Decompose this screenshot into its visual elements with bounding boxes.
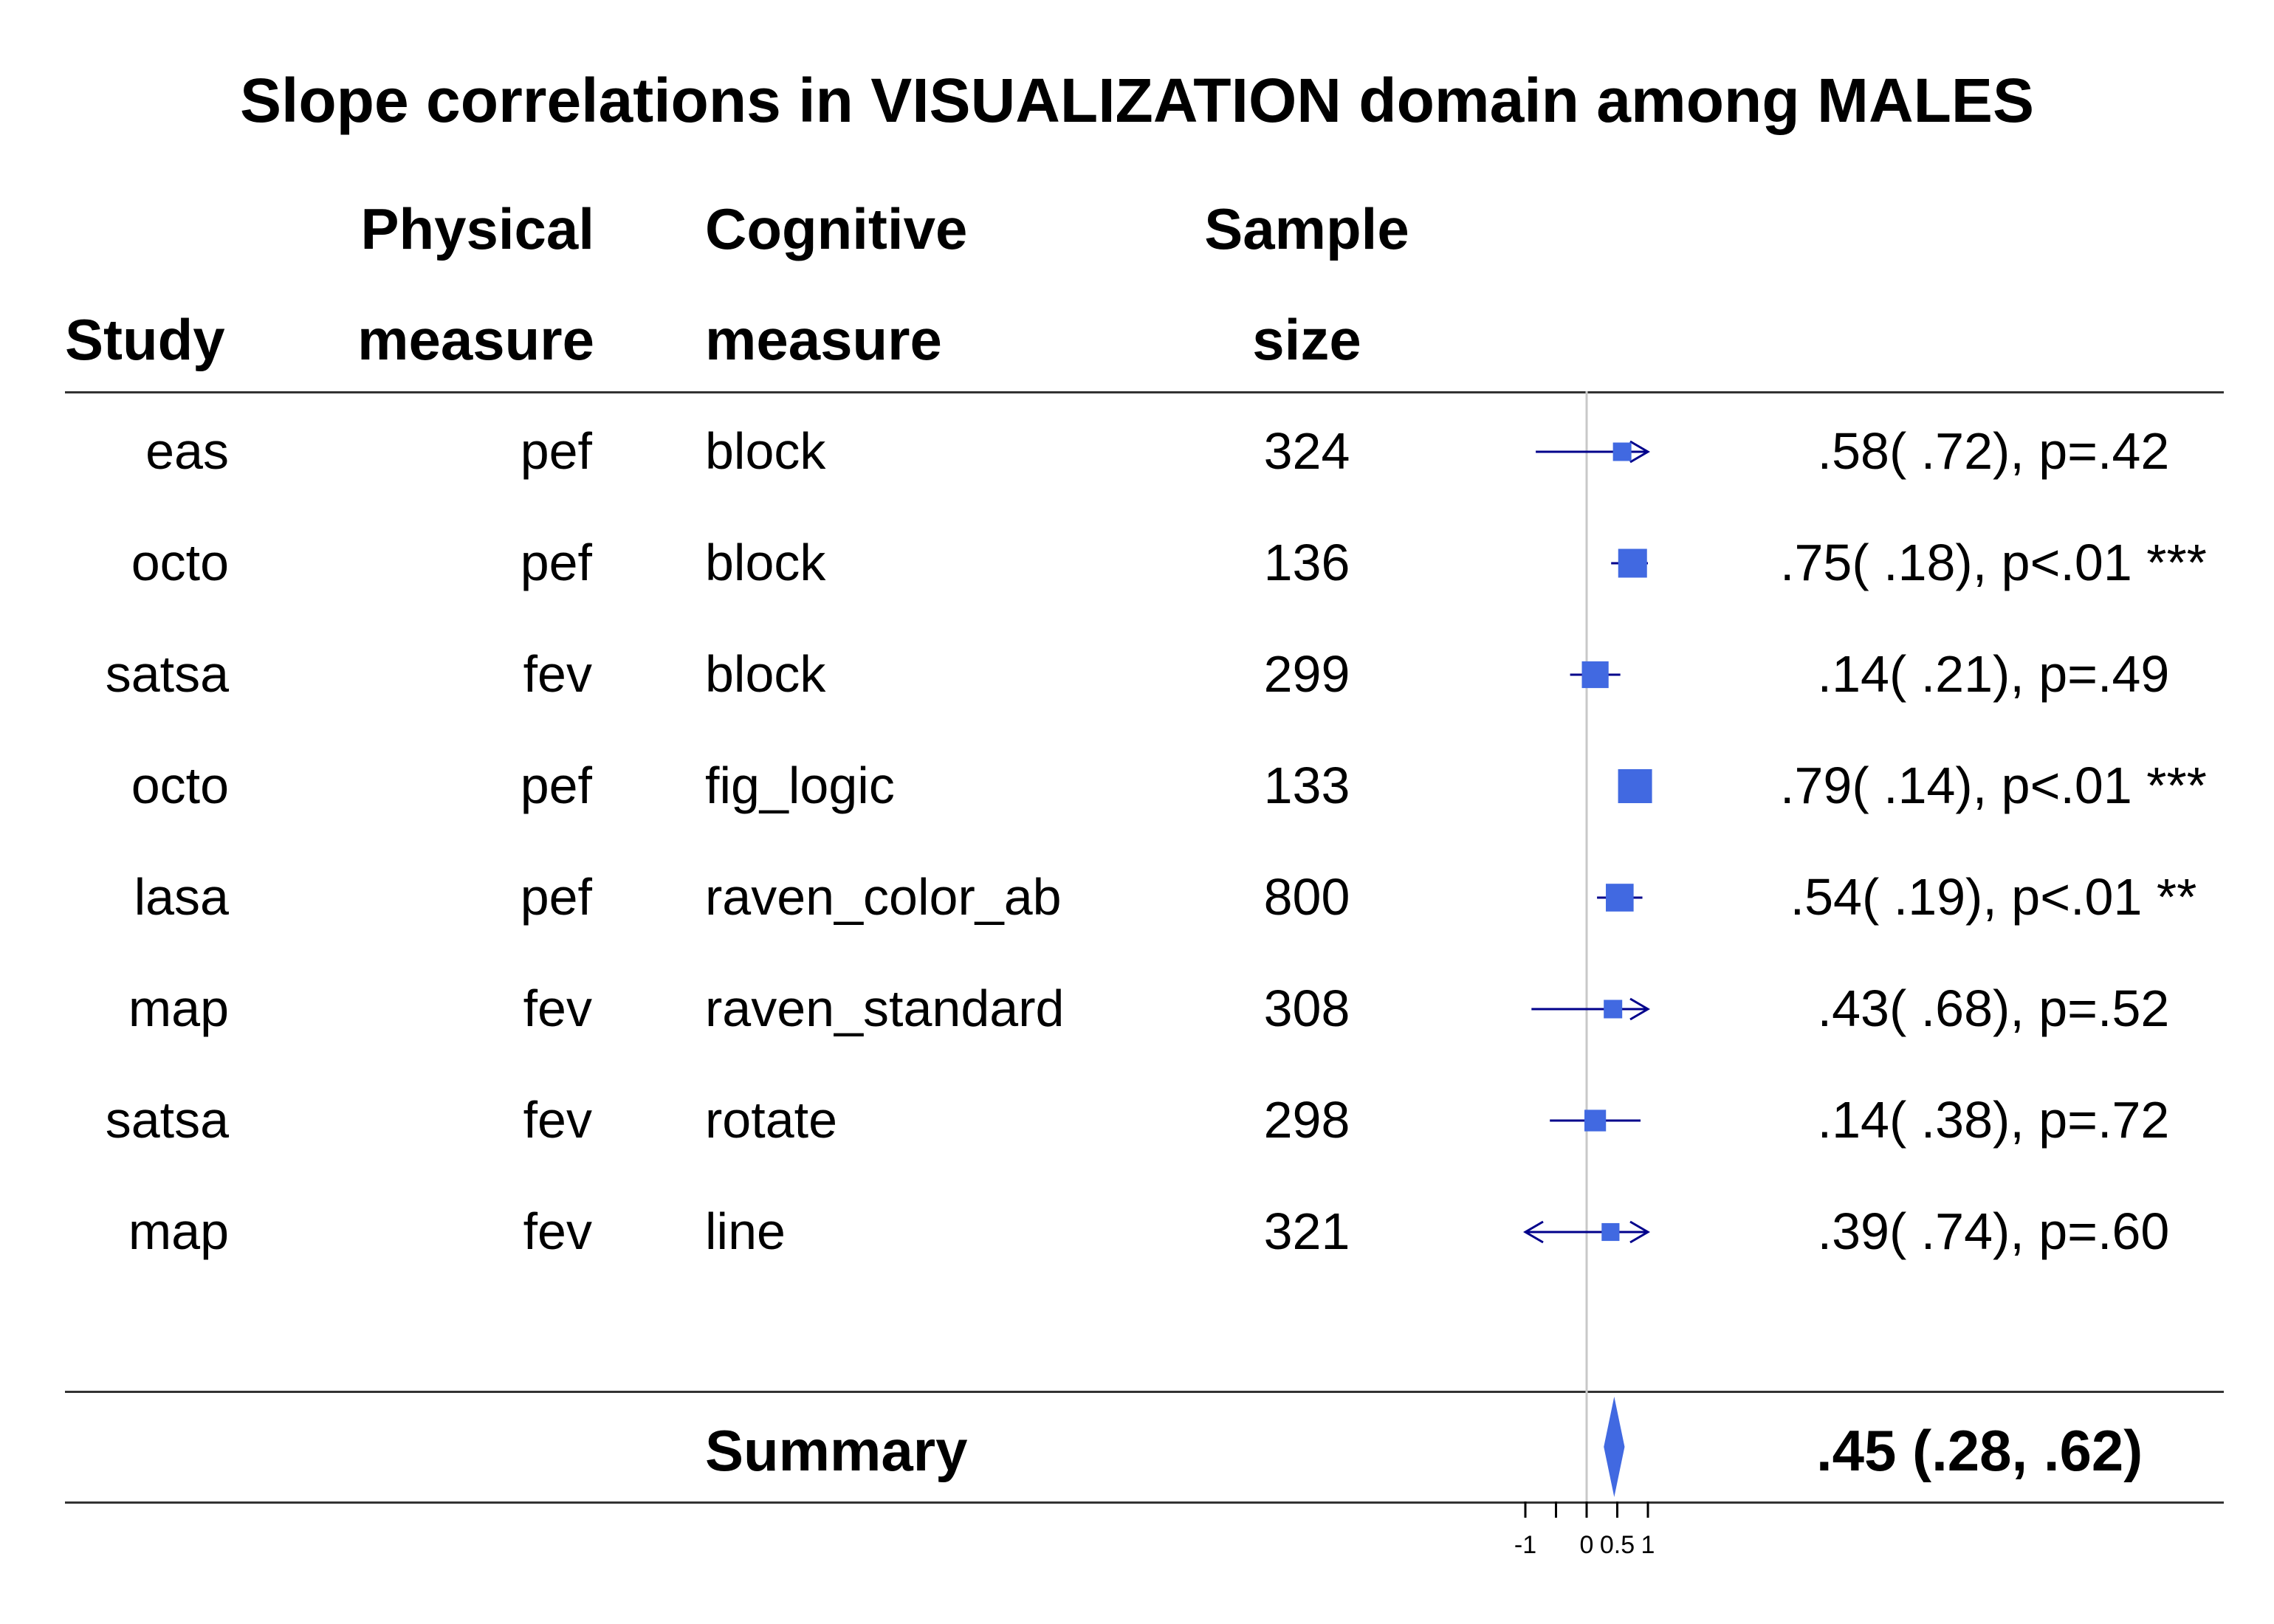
row-cognitive-measure: raven_standard	[705, 980, 1065, 1037]
row-study: lasa	[134, 868, 229, 926]
point-estimate-box	[1606, 884, 1634, 912]
summary-value: .45 (.28, .62)	[1816, 1418, 2143, 1483]
header-study: Study	[65, 307, 225, 372]
row-estimate-label: .39( .74), p=.60	[1817, 1202, 2170, 1260]
ci-arrow-right	[1629, 1220, 1650, 1244]
row-physical-measure: fev	[523, 1091, 592, 1149]
row-study: satsa	[105, 1091, 229, 1149]
ci-arrow-right	[1629, 997, 1650, 1021]
row-estimate-label: .54( .19), p<.01 **	[1790, 868, 2197, 926]
row-study: octo	[131, 534, 229, 591]
ci-arrow-right	[1629, 440, 1650, 464]
row-physical-measure: pef	[520, 757, 592, 814]
x-axis-tick-label: 0	[1580, 1531, 1594, 1559]
x-axis-tick-label: 1	[1641, 1531, 1655, 1559]
row-study: eas	[145, 422, 229, 480]
row-cognitive-measure: block	[705, 534, 826, 591]
point-estimate-box	[1618, 548, 1647, 578]
header-physical-line1: Physical	[360, 196, 594, 261]
row-physical-measure: pef	[520, 534, 592, 591]
summary-diamond	[1604, 1397, 1625, 1497]
ci-arrow-left	[1523, 1220, 1544, 1244]
row-sample-size: 133	[1263, 757, 1350, 814]
row-estimate-label: .14( .38), p=.72	[1817, 1091, 2170, 1149]
row-study: satsa	[105, 645, 229, 703]
summary-top-rule	[65, 1391, 2224, 1393]
row-cognitive-measure: raven_color_ab	[705, 868, 1062, 926]
point-estimate-box	[1601, 1222, 1620, 1242]
x-axis-tick-label: -1	[1514, 1531, 1536, 1559]
header-sample-line1: Sample	[1204, 196, 1409, 261]
row-study: octo	[131, 757, 229, 814]
summary-bottom-rule	[65, 1501, 2224, 1504]
row-cognitive-measure: block	[705, 645, 826, 703]
row-physical-measure: pef	[520, 422, 592, 480]
x-axis-tick-label: 0.5	[1600, 1531, 1635, 1559]
point-estimate-box	[1604, 999, 1623, 1019]
header-physical-line2: measure	[357, 307, 594, 372]
row-sample-size: 308	[1263, 980, 1350, 1037]
row-sample-size: 298	[1263, 1091, 1350, 1149]
row-study: map	[128, 1202, 229, 1260]
row-study: map	[128, 980, 229, 1037]
chart-title: Slope correlations in VISUALIZATION doma…	[240, 66, 2034, 135]
row-cognitive-measure: fig_logic	[705, 757, 895, 814]
point-estimate-box	[1612, 442, 1632, 461]
point-estimate-box	[1618, 769, 1652, 803]
row-sample-size: 136	[1263, 534, 1350, 591]
row-physical-measure: fev	[523, 645, 592, 703]
row-sample-size: 800	[1263, 868, 1350, 926]
header-rule	[65, 391, 2224, 393]
row-estimate-label: .75( .18), p<.01 ***	[1780, 534, 2207, 591]
row-physical-measure: fev	[523, 1202, 592, 1260]
header-cognitive-line2: measure	[705, 307, 942, 372]
point-estimate-box	[1581, 661, 1609, 689]
row-estimate-label: .79( .14), p<.01 ***	[1780, 757, 2207, 814]
row-estimate-label: .43( .68), p=.52	[1817, 980, 2170, 1037]
row-sample-size: 321	[1263, 1202, 1350, 1260]
row-cognitive-measure: block	[705, 422, 826, 480]
header-sample-line2: size	[1252, 307, 1361, 372]
summary-label: Summary	[705, 1418, 968, 1483]
row-estimate-label: .14( .21), p=.49	[1817, 645, 2170, 703]
row-cognitive-measure: rotate	[705, 1091, 837, 1149]
row-estimate-label: .58( .72), p=.42	[1817, 422, 2170, 480]
row-sample-size: 299	[1263, 645, 1350, 703]
row-physical-measure: fev	[523, 980, 592, 1037]
row-sample-size: 324	[1263, 422, 1350, 480]
row-cognitive-measure: line	[705, 1202, 786, 1260]
point-estimate-box	[1584, 1109, 1607, 1132]
header-cognitive-line1: Cognitive	[705, 196, 968, 261]
row-physical-measure: pef	[520, 868, 592, 926]
